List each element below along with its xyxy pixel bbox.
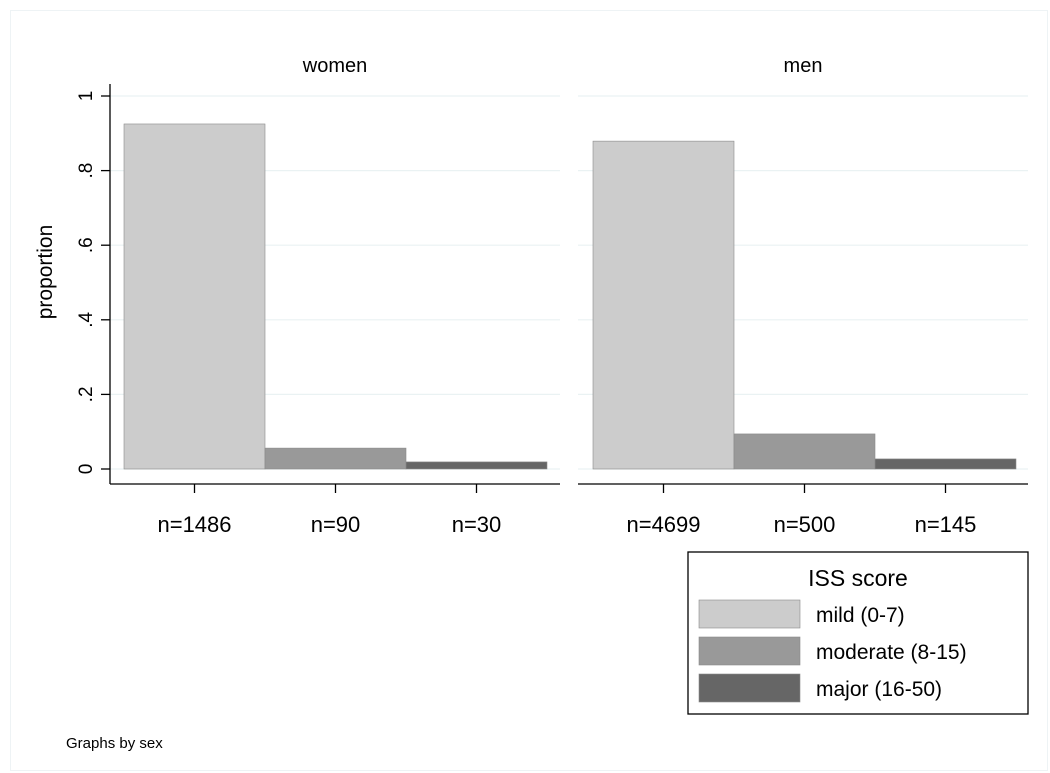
- panel-women: women n=1486 n=90 n=30 0 .2 .4 .6 .8 1: [76, 55, 560, 537]
- graphs-by-note: Graphs by sex: [66, 735, 163, 752]
- legend-label: moderate (8-15): [816, 641, 967, 664]
- y-tick-label: 0: [76, 464, 97, 475]
- legend-swatch: [698, 636, 801, 666]
- chart-panels: women n=1486 n=90 n=30 0 .2 .4 .6 .8 1 men n=4699 n=…: [76, 55, 1028, 537]
- legend-swatch: [698, 673, 801, 703]
- x-tick-label: n=1486: [157, 512, 231, 537]
- x-tick-label: n=30: [452, 512, 502, 537]
- bar-2: [733, 433, 876, 470]
- x-tick-label: n=4699: [626, 512, 700, 537]
- y-tick-label: .6: [76, 237, 97, 253]
- legend: ISS score mild (0-7) moderate (8-15) major …: [687, 551, 1029, 715]
- x-tick-label: n=145: [915, 512, 977, 537]
- legend-label: mild (0-7): [816, 604, 905, 627]
- panel-men: men n=4699 n=500 n=145: [578, 55, 1028, 537]
- legend-swatch: [698, 599, 801, 629]
- bar-2: [264, 447, 407, 470]
- legend-title: ISS score: [808, 565, 908, 591]
- y-axis-label: proportion: [34, 225, 57, 320]
- y-tick-label: .8: [76, 163, 97, 179]
- x-tick-label: n=500: [774, 512, 836, 537]
- bar-1: [592, 140, 735, 470]
- bar-3: [405, 461, 548, 470]
- panel-title: women: [302, 55, 367, 77]
- y-tick-label: 1: [76, 91, 97, 102]
- legend-label: major (16-50): [816, 678, 942, 701]
- bar-1: [123, 123, 266, 470]
- x-tick-label: n=90: [311, 512, 361, 537]
- y-tick-label: .4: [76, 311, 97, 327]
- panel-title: men: [784, 55, 823, 77]
- bar-3: [874, 458, 1017, 470]
- y-tick-label: .2: [76, 386, 97, 402]
